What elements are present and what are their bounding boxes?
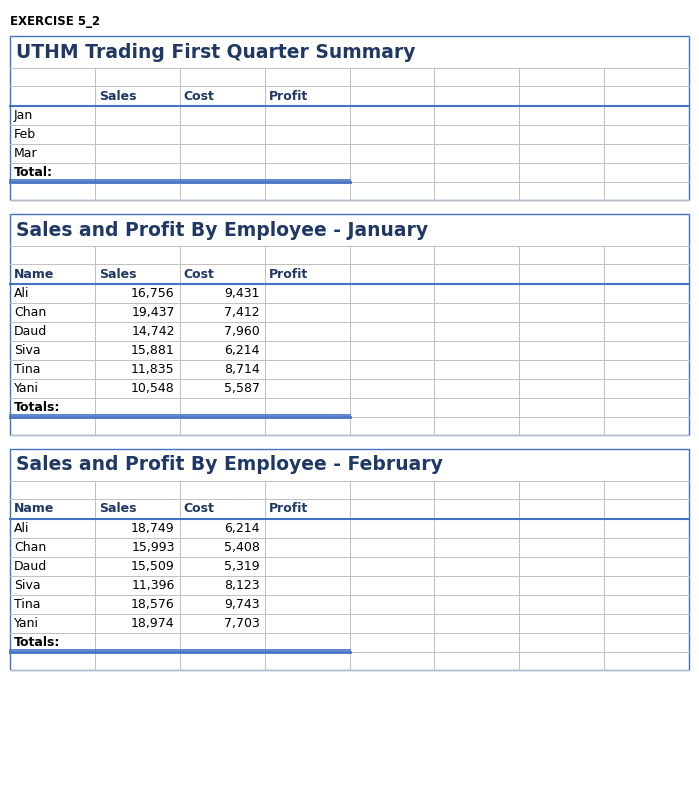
Bar bbox=[10, 214, 689, 435]
Text: 15,993: 15,993 bbox=[131, 541, 175, 554]
Text: Tina: Tina bbox=[14, 598, 41, 611]
Text: 19,437: 19,437 bbox=[131, 306, 175, 319]
Text: Cost: Cost bbox=[184, 267, 215, 281]
Text: 18,576: 18,576 bbox=[131, 598, 175, 611]
Text: Mar: Mar bbox=[14, 147, 38, 160]
Text: 10,548: 10,548 bbox=[131, 382, 175, 395]
Text: Siva: Siva bbox=[14, 344, 41, 357]
Text: UTHM Trading First Quarter Summary: UTHM Trading First Quarter Summary bbox=[16, 42, 415, 62]
Text: Daud: Daud bbox=[14, 560, 48, 573]
Text: Profit: Profit bbox=[268, 90, 308, 102]
Text: 14,742: 14,742 bbox=[131, 325, 175, 338]
Bar bbox=[10, 36, 689, 200]
Text: Cost: Cost bbox=[184, 502, 215, 515]
Text: 5,587: 5,587 bbox=[224, 382, 259, 395]
Text: Profit: Profit bbox=[268, 267, 308, 281]
Text: 11,396: 11,396 bbox=[131, 579, 175, 592]
Text: 18,749: 18,749 bbox=[131, 522, 175, 535]
Text: Yani: Yani bbox=[14, 617, 39, 630]
Text: Sales and Profit By Employee - January: Sales and Profit By Employee - January bbox=[16, 221, 428, 239]
Text: 9,431: 9,431 bbox=[224, 287, 259, 300]
Text: Feb: Feb bbox=[14, 128, 36, 141]
Text: Ali: Ali bbox=[14, 522, 29, 535]
Text: Sales: Sales bbox=[99, 267, 136, 281]
Text: 15,509: 15,509 bbox=[131, 560, 175, 573]
Text: 16,756: 16,756 bbox=[131, 287, 175, 300]
Text: Sales: Sales bbox=[99, 90, 136, 102]
Text: 8,123: 8,123 bbox=[224, 579, 259, 592]
Text: Sales and Profit By Employee - February: Sales and Profit By Employee - February bbox=[16, 455, 443, 474]
Text: 7,703: 7,703 bbox=[224, 617, 259, 630]
Text: 9,743: 9,743 bbox=[224, 598, 259, 611]
Text: 7,412: 7,412 bbox=[224, 306, 259, 319]
Text: Name: Name bbox=[14, 267, 55, 281]
Text: Siva: Siva bbox=[14, 579, 41, 592]
Text: EXERCISE 5_2: EXERCISE 5_2 bbox=[10, 15, 100, 28]
Text: 6,214: 6,214 bbox=[224, 344, 259, 357]
Text: 15,881: 15,881 bbox=[131, 344, 175, 357]
Text: Tina: Tina bbox=[14, 363, 41, 376]
Text: 11,835: 11,835 bbox=[131, 363, 175, 376]
Text: Cost: Cost bbox=[184, 90, 215, 102]
Text: Daud: Daud bbox=[14, 325, 48, 338]
Text: Totals:: Totals: bbox=[14, 636, 60, 649]
Bar bbox=[10, 449, 689, 670]
Text: 18,974: 18,974 bbox=[131, 617, 175, 630]
Text: Ali: Ali bbox=[14, 287, 29, 300]
Text: Chan: Chan bbox=[14, 541, 46, 554]
Text: Name: Name bbox=[14, 502, 55, 515]
Text: Chan: Chan bbox=[14, 306, 46, 319]
Text: 7,960: 7,960 bbox=[224, 325, 259, 338]
Text: Jan: Jan bbox=[14, 109, 34, 122]
Text: 6,214: 6,214 bbox=[224, 522, 259, 535]
Text: 5,319: 5,319 bbox=[224, 560, 259, 573]
Text: Sales: Sales bbox=[99, 502, 136, 515]
Text: 8,714: 8,714 bbox=[224, 363, 259, 376]
Text: 5,408: 5,408 bbox=[224, 541, 259, 554]
Text: Profit: Profit bbox=[268, 502, 308, 515]
Text: Total:: Total: bbox=[14, 166, 53, 179]
Text: Yani: Yani bbox=[14, 382, 39, 395]
Text: Totals:: Totals: bbox=[14, 401, 60, 414]
